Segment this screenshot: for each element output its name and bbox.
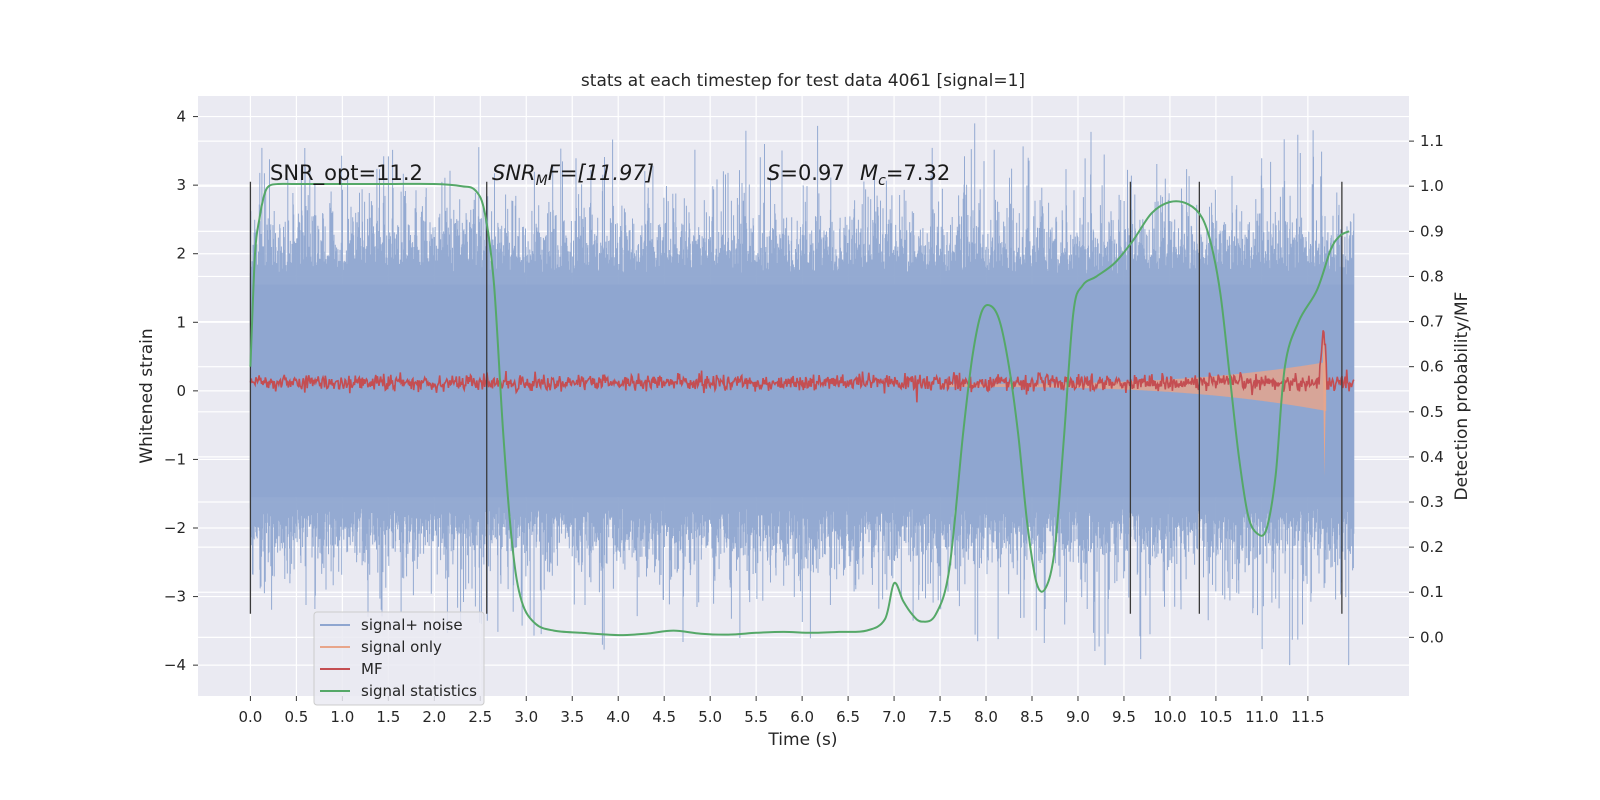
y2-tick-label: 0.5 — [1420, 403, 1444, 421]
y-tick-label: −2 — [164, 519, 186, 537]
signal-statistics-trace — [249, 182, 1350, 637]
annotation-snr-opt: SNR_opt=11.2 — [270, 161, 423, 186]
legend-label-signal-only: signal only — [361, 638, 442, 656]
x-tick-label: 0.0 — [238, 708, 262, 726]
x-tick-label: 7.5 — [928, 708, 952, 726]
y-tick-label: −1 — [164, 450, 186, 468]
x-axis-label: Time (s) — [767, 730, 837, 750]
y-tick-label: −4 — [164, 656, 186, 674]
x-tick-label: 4.0 — [606, 708, 630, 726]
x-tick-label: 8.5 — [1020, 708, 1044, 726]
legend-label-signal-statistics: signal statistics — [361, 682, 477, 700]
annotation-mc-number: =7.32 — [886, 161, 950, 185]
legend-label-signal-plus-noise: signal+ noise — [361, 616, 463, 634]
y2-tick-label: 0.3 — [1420, 493, 1444, 511]
annotation-s-symbol: S — [767, 161, 780, 185]
x-tick-label: 1.0 — [330, 708, 354, 726]
y-axis-label: Whitened strain — [137, 328, 157, 463]
y-tick-label: 0 — [176, 382, 186, 400]
x-tick-label: 1.5 — [376, 708, 400, 726]
x-tick-label: 11.5 — [1291, 708, 1324, 726]
y2-axis-label: Detection probability/MF — [1452, 292, 1472, 501]
y2-tick-label: 0.8 — [1420, 267, 1444, 285]
x-tick-label: 0.5 — [284, 708, 308, 726]
y2-tick-label: 1.1 — [1420, 132, 1444, 150]
vertical-markers — [249, 181, 1343, 614]
legend-label-mf: MF — [361, 660, 383, 678]
y-axis-ticks: 4 3 2 1 0 −1 −2 −3 −4 — [164, 108, 198, 674]
y-tick-label: 4 — [176, 108, 186, 126]
mf-series — [249, 330, 1355, 403]
y2-tick-label: 0.7 — [1420, 313, 1444, 331]
y-tick-label: 1 — [176, 313, 186, 331]
y-tick-label: 3 — [176, 176, 186, 194]
x-tick-label: 9.5 — [1112, 708, 1136, 726]
chart-title: stats at each timestep for test data 406… — [581, 71, 1025, 91]
y2-tick-label: 0.2 — [1420, 538, 1444, 556]
mf-trace — [249, 330, 1355, 403]
x-tick-label: 10.0 — [1153, 708, 1186, 726]
x-tick-label: 8.0 — [974, 708, 998, 726]
annotation-s-number: =0.97 — [780, 161, 844, 185]
x-tick-label: 7.0 — [882, 708, 906, 726]
y2-tick-label: 0.1 — [1420, 583, 1444, 601]
x-tick-label: 6.0 — [790, 708, 814, 726]
y2-tick-label: 0.0 — [1420, 628, 1444, 646]
annotation-snr-mf-rest: F=[11.97] — [548, 161, 654, 185]
signal-statistics-series — [249, 182, 1350, 637]
x-tick-label: 3.5 — [560, 708, 584, 726]
annotation-s-value: S=0.97 — [767, 161, 845, 185]
x-tick-label: 3.0 — [514, 708, 538, 726]
legend-box — [313, 611, 485, 706]
y2-axis-ticks: 1.1 1.0 0.9 0.8 0.7 0.6 0.5 0.4 0.3 0.2 0.1 0.0 — [1409, 132, 1444, 646]
x-tick-label: 6.5 — [836, 708, 860, 726]
y2-tick-label: 0.9 — [1420, 222, 1444, 240]
x-axis-ticks: 0.0 0.5 1.0 1.5 2.0 2.5 3.0 3.5 4.0 4.5 5.0 5.5 6.0 6… — [238, 696, 1325, 726]
y2-tick-label: 1.0 — [1420, 177, 1444, 195]
x-tick-label: 10.5 — [1199, 708, 1232, 726]
y-tick-label: −3 — [164, 588, 186, 606]
x-tick-label: 9.0 — [1066, 708, 1090, 726]
annotation-snr-mf: SNRMF=[11.97] — [492, 161, 654, 189]
annotation-snr-mf-sub: M — [536, 173, 548, 189]
x-tick-label: 4.5 — [652, 708, 676, 726]
legend: signal+ noise signal only MF signal stat… — [313, 611, 485, 706]
annotation-mc-sub: c — [878, 173, 886, 189]
x-tick-label: 5.0 — [698, 708, 722, 726]
annotation-mc-symbol: M — [860, 161, 878, 185]
annotation-snr-mf-base: SNR — [492, 161, 536, 185]
y2-tick-label: 0.6 — [1420, 358, 1444, 376]
y2-tick-label: 0.4 — [1420, 448, 1444, 466]
y-tick-label: 2 — [176, 245, 186, 263]
annotation-mc-value: Mc=7.32 — [860, 161, 950, 189]
x-tick-label: 5.5 — [744, 708, 768, 726]
x-tick-label: 11.0 — [1245, 708, 1278, 726]
x-tick-label: 2.0 — [422, 708, 446, 726]
signal-only-spike — [1322, 329, 1327, 477]
x-tick-label: 2.5 — [468, 708, 492, 726]
